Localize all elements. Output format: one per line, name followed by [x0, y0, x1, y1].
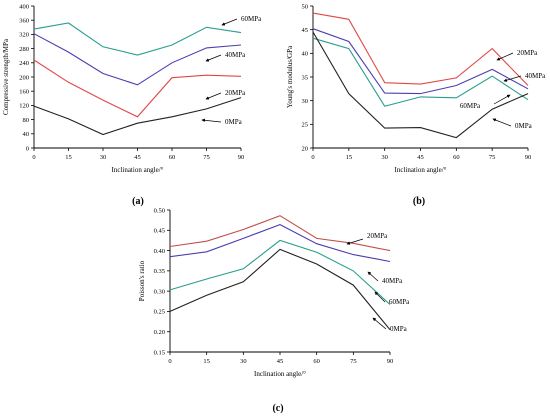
x-tick-label-c: 90 [387, 358, 394, 365]
series-label-c-0mpa: 0MPa [390, 325, 408, 333]
x-tick-label-a: 0 [32, 154, 35, 161]
annotation-arrow-b [492, 118, 512, 127]
x-tick-label-b: 90 [525, 154, 532, 161]
annotation-arrow-a [221, 18, 238, 26]
series-label-c-40mpa: 40MPa [382, 277, 403, 285]
x-tick-label-a: 60 [169, 154, 176, 161]
series-label-a-40mpa: 40MPa [225, 51, 246, 59]
y-tick-label-b: 30 [302, 98, 309, 105]
x-tick-label-c: 45 [277, 358, 284, 365]
y-tick-label-b: 40 [302, 51, 309, 58]
y-tick-label-a: 160 [19, 89, 29, 96]
panel-label-c: (c) [272, 403, 283, 414]
series-line-c-40mpa [169, 223, 391, 263]
x-tick-label-b: 0 [311, 154, 314, 161]
series-line-a-20mpa [33, 59, 242, 118]
annotation-arrow-c [346, 238, 364, 245]
series-label-a-0mpa: 0MPa [225, 118, 243, 126]
x-tick-label-b: 15 [346, 154, 353, 161]
y-tick-label-c: 0.35 [154, 268, 165, 275]
series-line-b-20mpa [312, 12, 529, 86]
series-label-a-20mpa: 20MPa [225, 89, 246, 97]
x-axis-label-b: Inclination angle/° [395, 166, 447, 174]
y-tick-label-a: 320 [19, 32, 29, 39]
series-label-b-60mpa: 60MPa [460, 102, 481, 110]
y-tick-label-a: 360 [19, 18, 29, 25]
series-line-b-60mpa [312, 37, 529, 107]
panel-label-a: (a) [132, 196, 144, 207]
y-tick-label-a: 0 [26, 145, 29, 152]
x-tick-label-c: 75 [350, 358, 357, 365]
series-line-c-0mpa [169, 248, 391, 331]
series-label-b-0mpa: 0MPa [515, 122, 533, 130]
annotation-arrow-a [201, 118, 222, 123]
x-tick-label-a: 45 [134, 154, 141, 161]
y-tick-label-a: 280 [19, 46, 29, 53]
y-tick-label-c: 0.20 [154, 329, 165, 336]
x-tick-label-a: 90 [238, 154, 245, 161]
y-tick-label-b: 25 [302, 122, 309, 129]
series-line-a-60mpa [33, 22, 242, 56]
annotation-arrow-c [367, 271, 379, 282]
annotation-arrow-c [374, 291, 386, 303]
chart-c-plot: 0 15 30 45 60 75 90 0.15 0.20 0.25 0.30 0.35 0.40 0.4… [138, 207, 410, 378]
annotation-arrow-a [205, 92, 222, 100]
x-tick-label-b: 75 [489, 154, 496, 161]
x-tick-label-c: 0 [168, 358, 171, 365]
panel-label-b: (b) [413, 196, 425, 207]
axis-frame-c [169, 210, 390, 353]
annotation-arrow-a [205, 54, 222, 62]
y-tick-label-b: 45 [302, 27, 309, 34]
y-tick-label-a: 40 [23, 131, 30, 138]
y-axis-label-a: Compressive strength/MPa [2, 38, 10, 115]
y-tick-label-a: 240 [19, 60, 29, 67]
y-tick-label-a: 400 [19, 3, 29, 10]
x-tick-label-a: 15 [65, 154, 72, 161]
y-tick-label-c: 0.45 [154, 228, 165, 235]
y-tick-label-a: 200 [19, 74, 29, 81]
series-label-c-60mpa: 60MPa [389, 298, 410, 306]
x-tick-label-b: 60 [453, 154, 460, 161]
x-tick-label-a: 30 [100, 154, 107, 161]
series-line-b-0mpa [312, 31, 529, 139]
series-label-c-20mpa: 20MPa [367, 232, 388, 240]
series-line-c-60mpa [169, 239, 391, 305]
y-tick-label-a: 120 [19, 103, 29, 110]
y-tick-label-a: 80 [23, 117, 30, 124]
annotation-arrow-b [503, 75, 522, 82]
annotation-arrow-b [493, 94, 511, 105]
y-tick-label-b: 35 [302, 74, 309, 81]
y-tick-label-c: 0.15 [154, 349, 165, 356]
y-tick-label-c: 0.30 [154, 288, 165, 295]
y-tick-label-b: 20 [302, 145, 309, 152]
x-tick-label-c: 15 [203, 358, 210, 365]
y-tick-label-c: 0.50 [154, 207, 165, 214]
series-label-b-20mpa: 20MPa [517, 49, 538, 57]
annotation-arrow-c [372, 317, 387, 330]
series-line-a-0mpa [33, 97, 242, 136]
series-label-a-60mpa: 60MPa [241, 15, 262, 23]
y-axis-label-c: Poisson's ratio [138, 260, 146, 301]
annotation-arrow-b [496, 52, 514, 61]
y-tick-label-c: 0.40 [154, 248, 165, 255]
x-tick-label-c: 30 [240, 358, 247, 365]
series-line-b-40mpa [312, 28, 529, 95]
x-tick-label-b: 45 [417, 154, 424, 161]
x-tick-label-a: 75 [203, 154, 210, 161]
x-axis-label-c: Inclination angle/° [254, 370, 306, 378]
chart-a-plot: 0 15 30 45 60 75 90 0 40 80 120 160 200 240 280 320 360 4… [2, 3, 262, 174]
y-axis-label-b: Young's modulus/GPa [286, 45, 294, 108]
chart-b-plot: 0 15 30 45 60 75 90 20 25 30 35 40 45 50 Inclination a… [286, 3, 546, 174]
x-tick-label-c: 60 [313, 358, 320, 365]
x-tick-label-b: 30 [381, 154, 388, 161]
series-label-b-40mpa: 40MPa [525, 72, 546, 80]
series-line-c-20mpa [169, 215, 391, 252]
y-tick-label-b: 50 [302, 3, 309, 10]
series-line-a-40mpa [33, 33, 242, 86]
y-tick-label-c: 0.25 [154, 309, 165, 316]
x-axis-label-a: Inclination angle/° [112, 166, 164, 174]
